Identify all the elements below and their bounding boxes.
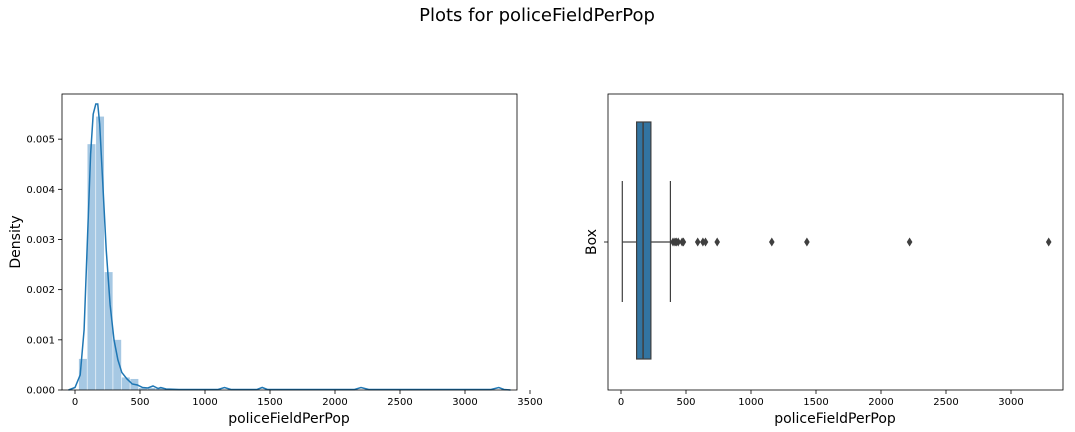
y-tick-label: 0.004 [26, 185, 55, 196]
histogram-x-ticks: 0 500 1000 1500 2000 2500 3000 3500 [72, 390, 543, 408]
x-tick-label: 2500 [387, 397, 412, 408]
histogram-y-ticks: 0.000 0.001 0.002 0.003 0.004 0.005 [26, 135, 62, 397]
histogram-bar [113, 339, 122, 390]
boxplot [621, 121, 1052, 360]
outlier-point [804, 237, 810, 247]
histogram-x-label: policeFieldPerPop [228, 411, 350, 427]
histogram-bar [104, 272, 113, 390]
histogram-panel: 0 500 1000 1500 2000 2500 3000 3500 0.0000.0010… [8, 93, 543, 427]
outlier-point [680, 237, 687, 247]
histogram-bar [121, 377, 130, 390]
x-tick-label: 1500 [257, 397, 282, 408]
histogram-bar [87, 144, 96, 390]
kde-line [68, 103, 511, 391]
histogram-bar [156, 387, 165, 390]
histogram-bar [138, 387, 147, 390]
histogram-bar [147, 387, 156, 390]
y-tick-label: 0.000 [26, 386, 55, 397]
histogram-bar [96, 116, 105, 391]
x-tick-label: 1000 [738, 397, 763, 408]
outlier-point [714, 237, 720, 247]
x-tick-label: 3000 [452, 397, 477, 408]
x-tick-label: 500 [130, 397, 149, 408]
boxplot-x-label: policeFieldPerPop [774, 411, 896, 427]
y-tick-label: 0.005 [26, 135, 55, 146]
histogram-frame [61, 93, 518, 391]
x-tick-label: 1500 [803, 397, 828, 408]
x-tick-label: 500 [676, 397, 695, 408]
outlier-point [675, 237, 681, 247]
boxplot-y-label: Box [584, 229, 600, 255]
outlier-point [906, 237, 913, 247]
outlier-point [769, 237, 775, 247]
x-tick-label: 0 [72, 397, 78, 408]
y-tick-label: 0.001 [26, 335, 55, 346]
x-tick-label: 3000 [998, 397, 1023, 408]
x-tick-label: 3500 [517, 397, 542, 408]
histogram-bar [78, 358, 87, 390]
boxplot-x-ticks: 0 500 1000 1500 2000 2500 3000 [604, 241, 1024, 408]
histogram-bars [78, 116, 173, 391]
x-tick-label: 2500 [933, 397, 958, 408]
x-tick-label: 0 [618, 397, 624, 408]
x-tick-label: 2000 [322, 397, 347, 408]
y-tick-label: 0.003 [26, 235, 55, 246]
histogram-y-label: Density [8, 215, 24, 268]
x-tick-label: 2000 [868, 397, 893, 408]
outlier-point [702, 237, 709, 247]
figure-title: Plots for policeFieldPerPop [419, 5, 655, 26]
boxplot-panel: 0 500 1000 1500 2000 2500 3000 policeFieldPerP… [584, 93, 1064, 427]
x-tick-label: 1000 [192, 397, 217, 408]
outlier-point [1045, 237, 1052, 247]
y-tick-label: 0.002 [26, 285, 55, 296]
outlier-point [694, 237, 701, 247]
